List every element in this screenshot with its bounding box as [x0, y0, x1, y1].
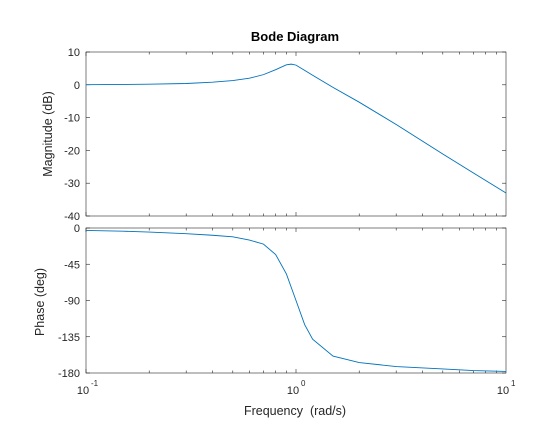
- magnitude-series-line: [85, 63, 507, 194]
- magnitude-axes-box: [85, 51, 507, 217]
- phase-ytick-label: 0: [74, 223, 80, 235]
- x-tick-label-base: 10: [497, 385, 509, 397]
- x-tick-label-base: 10: [287, 385, 299, 397]
- x-tick-label-base: 10: [77, 385, 89, 397]
- phase-panel: 0 -45 -90 -135 -180: [58, 223, 507, 380]
- x-tick-label-exp: 1: [511, 379, 516, 388]
- x-tick-label-exp: 0: [301, 379, 306, 388]
- x-tick-label: 101: [497, 379, 516, 397]
- x-tick-label: 10-1: [77, 379, 99, 397]
- magnitude-ytick-label: -30: [64, 178, 80, 190]
- phase-ylabel: Phase (deg): [33, 268, 47, 336]
- magnitude-ylabel: Magnitude (dB): [41, 91, 55, 176]
- phase-ytick-label: -90: [64, 296, 80, 308]
- phase-ytick-label: -45: [64, 259, 80, 271]
- phase-ytick-label: -180: [58, 368, 80, 380]
- phase-series-line: [85, 229, 507, 372]
- magnitude-ytick-label: -10: [64, 113, 80, 125]
- phase-ytick-label: -135: [58, 332, 80, 344]
- magnitude-ytick-label: 10: [68, 47, 80, 59]
- magnitude-panel: 10 0 -10 -20 -30 -40: [64, 47, 507, 223]
- x-tick-label: 100: [287, 379, 306, 397]
- x-tick-label-exp: -1: [91, 379, 99, 388]
- magnitude-ytick-label: -20: [64, 145, 80, 157]
- magnitude-ytick-label: 0: [74, 80, 80, 92]
- frequency-xlabel: Frequency (rad/s): [244, 404, 346, 418]
- magnitude-ytick-label: -40: [64, 211, 80, 223]
- chart-title: Bode Diagram: [251, 29, 339, 44]
